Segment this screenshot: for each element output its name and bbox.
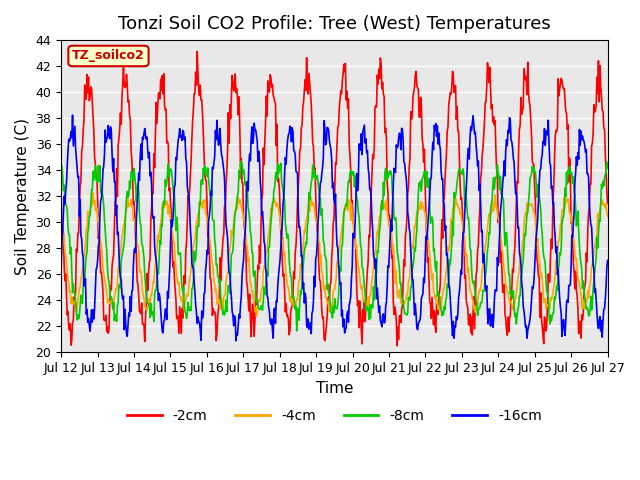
-2cm [419, 136, 426, 142]
-16cm [67, 129, 75, 134]
-2cm [124, 83, 131, 89]
-8cm [403, 311, 410, 317]
-4cm [180, 306, 188, 312]
-8cm [604, 165, 611, 171]
Line: -16cm: -16cm [61, 115, 607, 341]
-8cm [208, 187, 216, 193]
Line: -4cm: -4cm [61, 193, 607, 316]
-8cm [293, 328, 301, 334]
Line: -8cm: -8cm [61, 161, 607, 331]
Legend: -2cm, -4cm, -8cm, -16cm: -2cm, -4cm, -8cm, -16cm [122, 403, 547, 428]
Text: TZ_soilco2: TZ_soilco2 [72, 49, 145, 62]
-16cm [604, 258, 611, 264]
-2cm [193, 48, 201, 54]
-4cm [604, 214, 611, 219]
Line: -2cm: -2cm [61, 51, 607, 346]
-4cm [403, 297, 410, 302]
-16cm [68, 112, 76, 118]
-4cm [67, 301, 75, 307]
-2cm [403, 228, 410, 233]
X-axis label: Time: Time [316, 381, 353, 396]
Title: Tonzi Soil CO2 Profile: Tree (West) Temperatures: Tonzi Soil CO2 Profile: Tree (West) Temp… [118, 15, 551, 33]
-4cm [124, 196, 132, 202]
-8cm [67, 245, 75, 251]
-4cm [209, 262, 216, 267]
-16cm [419, 293, 426, 299]
-8cm [419, 176, 426, 182]
-2cm [67, 342, 75, 348]
-8cm [237, 158, 245, 164]
-2cm [179, 315, 187, 321]
-4cm [253, 313, 260, 319]
-8cm [58, 164, 65, 170]
-16cm [232, 338, 240, 344]
-2cm [209, 312, 216, 318]
-16cm [58, 265, 65, 271]
Y-axis label: Soil Temperature (C): Soil Temperature (C) [15, 118, 30, 275]
-4cm [89, 190, 97, 196]
-4cm [419, 200, 426, 205]
-16cm [209, 165, 216, 170]
-2cm [58, 195, 65, 201]
-16cm [403, 175, 410, 181]
-8cm [124, 189, 131, 194]
-8cm [179, 288, 187, 294]
-4cm [58, 215, 65, 221]
-16cm [180, 129, 188, 134]
-2cm [604, 201, 611, 206]
-16cm [124, 323, 132, 328]
-2cm [393, 343, 401, 349]
